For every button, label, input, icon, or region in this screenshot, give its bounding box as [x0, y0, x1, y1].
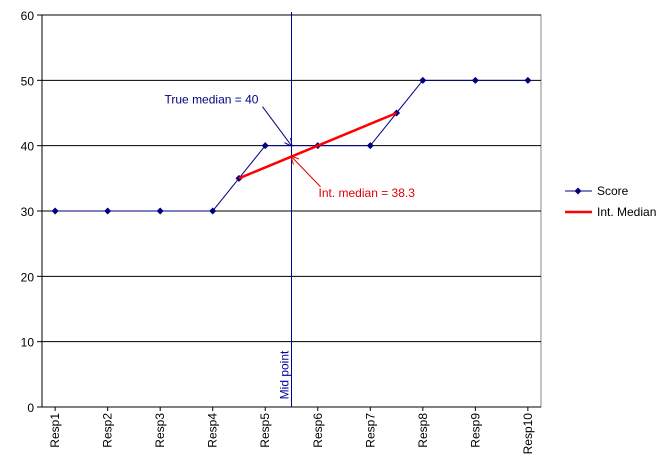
annotation-arrow — [292, 157, 321, 188]
point — [419, 76, 427, 84]
point — [104, 207, 112, 215]
x-tick-label: Resp8 — [416, 413, 430, 448]
y-tick-label: 40 — [21, 140, 35, 154]
annotation-text: Int. median = 38.3 — [319, 186, 416, 200]
legend-label: Score — [597, 184, 629, 198]
x-tick-label: Resp6 — [311, 413, 325, 448]
legend-label: Int. Median — [597, 205, 656, 219]
x-tick-label: Resp4 — [206, 413, 220, 448]
annotation-text: True median = 40 — [165, 93, 259, 107]
y-tick-label: 60 — [21, 9, 35, 23]
y-tick-label: 0 — [27, 401, 34, 415]
x-tick-label: Resp9 — [468, 413, 482, 448]
y-tick-label: 30 — [21, 205, 35, 219]
y-tick-label: 10 — [21, 336, 35, 350]
x-tick-label: Resp3 — [153, 413, 167, 448]
point — [156, 207, 164, 215]
series-line — [238, 111, 398, 180]
y-tick-label: 50 — [21, 74, 35, 88]
legend-marker — [574, 187, 582, 195]
point — [524, 76, 532, 84]
x-tick-label: Resp7 — [363, 413, 377, 448]
x-tick-label: Resp2 — [101, 413, 115, 448]
y-tick-label: 20 — [21, 270, 35, 284]
point — [366, 142, 374, 150]
x-tick-label: Resp10 — [521, 413, 535, 455]
midpoint-label: Mid point — [278, 350, 292, 399]
x-tick-label: Resp5 — [258, 413, 272, 448]
point — [471, 76, 479, 84]
point — [261, 142, 269, 150]
point — [51, 207, 59, 215]
x-tick-label: Resp1 — [48, 413, 62, 448]
point — [209, 207, 217, 215]
annotation-arrow — [262, 106, 292, 146]
